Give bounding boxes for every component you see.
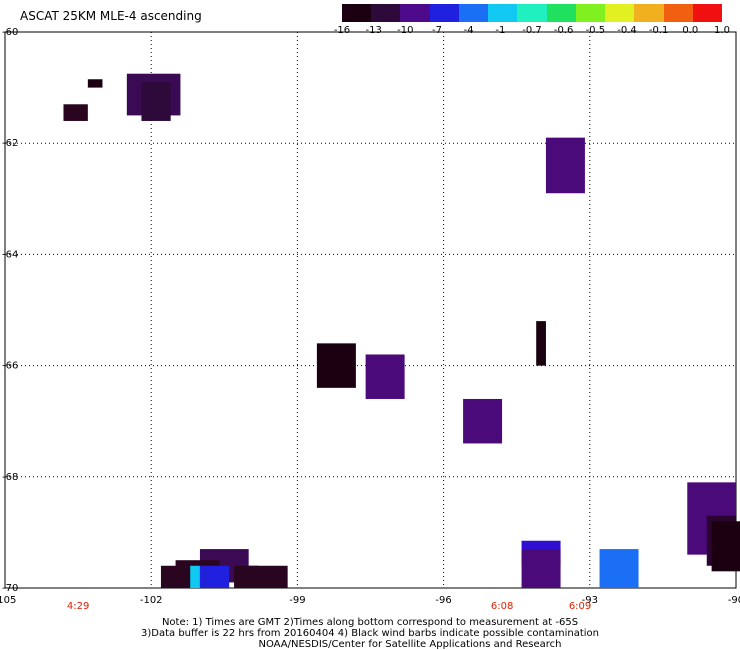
wind-data-cell	[599, 549, 639, 588]
wind-data-cell	[199, 565, 205, 588]
wind-data-cell	[365, 354, 405, 399]
data-cells	[63, 73, 740, 588]
gridlines	[4, 31, 737, 589]
color-scale-label: -0.7	[522, 25, 542, 36]
color-scale-label: -0.4	[617, 25, 637, 36]
color-scale-label: -13	[365, 25, 382, 36]
latitude-tick-label: -70	[2, 583, 18, 594]
note-line-2: 3)Data buffer is 22 hrs from 20160404 4)…	[141, 628, 599, 639]
color-swatch	[517, 4, 547, 22]
longitude-tick-label: -93	[582, 595, 598, 606]
color-swatch	[546, 4, 576, 22]
time-labels: 4:29 6:08 6:09	[67, 601, 591, 612]
color-scale-label: 0.0	[682, 25, 699, 36]
wind-data-cell	[316, 343, 356, 388]
longitude-labels: -105 -102 -99 -96 -93 -90	[0, 595, 740, 606]
color-swatch	[692, 4, 723, 22]
wind-data-cell	[160, 565, 186, 588]
color-scale-label: -7	[432, 25, 442, 36]
wind-data-cell	[248, 565, 288, 588]
latitude-tick-label: -68	[2, 472, 18, 483]
chart-title: ASCAT 25KM MLE-4 ascending	[20, 9, 202, 23]
credit-line: NOAA/NESDIS/Center for Satellite Applica…	[258, 639, 562, 650]
longitude-tick-label: -102	[140, 595, 163, 606]
map-frame	[4, 31, 737, 589]
note-line-1: Note: 1) Times are GMT 2)Times along bot…	[161, 617, 579, 628]
color-swatch	[605, 4, 635, 22]
latitude-tick-label: -64	[2, 249, 18, 260]
color-scale-label: 1.0	[714, 25, 730, 36]
color-scale-label: -0.6	[553, 25, 574, 36]
color-swatch	[371, 4, 401, 22]
wind-data-cell	[536, 321, 546, 366]
color-scale-label: -1	[495, 25, 506, 36]
pass-time-label: 4:29	[67, 601, 89, 612]
pass-time-label: 6:09	[569, 601, 591, 612]
color-scale-label: -4	[463, 25, 474, 36]
color-swatch	[429, 4, 459, 22]
longitude-tick-label: -90	[728, 595, 740, 606]
color-scale-label: -16	[333, 25, 351, 36]
latitude-tick-label: -60	[2, 27, 18, 38]
wind-data-cell	[463, 398, 503, 444]
wind-data-cell	[545, 137, 585, 194]
color-scale-bar	[342, 4, 723, 22]
color-swatch	[663, 4, 693, 22]
color-scale-label: -10	[397, 25, 414, 36]
wind-data-cell	[87, 79, 103, 88]
wind-data-cell	[141, 82, 171, 121]
color-swatch	[634, 4, 664, 22]
latitude-tick-label: -62	[2, 138, 18, 149]
longitude-tick-label: -99	[289, 595, 305, 606]
color-swatch	[575, 4, 606, 22]
latitude-tick-label: -66	[2, 361, 18, 372]
wind-data-cell	[521, 549, 561, 588]
color-scale-label: -0.5	[585, 25, 606, 36]
wind-data-cell	[204, 565, 230, 588]
longitude-tick-label: -105	[0, 595, 16, 606]
latitude-labels: -60 -62 -64 -66 -68 -70	[2, 27, 18, 594]
color-scale-label: -0.1	[648, 25, 669, 36]
longitude-tick-label: -96	[435, 595, 451, 606]
color-swatch	[488, 4, 518, 22]
wind-data-cell	[63, 104, 88, 121]
pass-time-label: 6:08	[491, 601, 513, 612]
wind-data-cell	[711, 521, 740, 572]
color-swatch	[458, 4, 489, 22]
color-swatch	[400, 4, 430, 22]
color-swatch	[342, 4, 372, 22]
wind-data-cell	[190, 565, 200, 588]
